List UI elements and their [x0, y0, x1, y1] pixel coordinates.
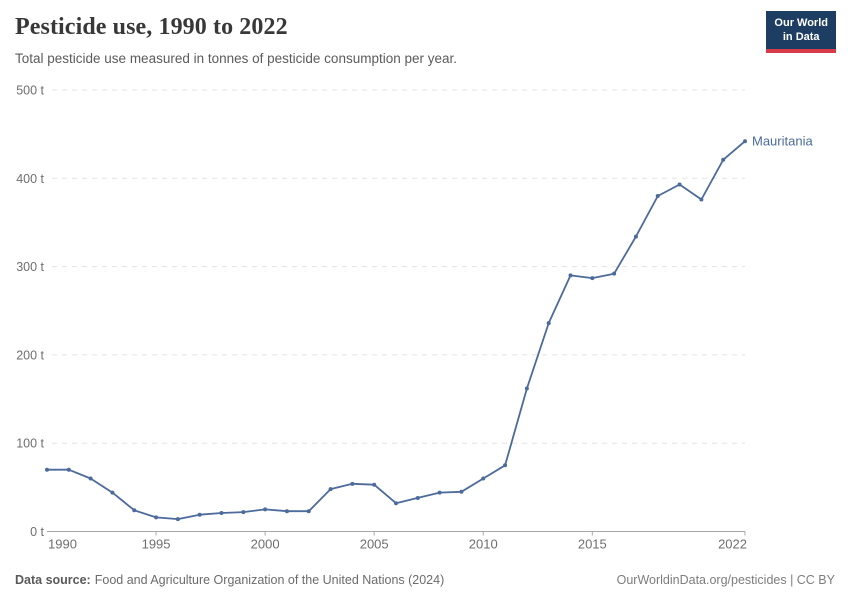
data-point-marker[interactable] [372, 482, 377, 487]
data-point-marker[interactable] [241, 510, 246, 515]
data-point-marker[interactable] [66, 467, 71, 472]
data-point-marker[interactable] [175, 517, 180, 522]
data-point-marker[interactable] [154, 515, 159, 520]
data-source-label: Data source: [15, 573, 91, 587]
data-point-marker[interactable] [677, 182, 682, 187]
data-point-marker[interactable] [88, 476, 93, 481]
y-axis-tick-label: 100 t [16, 437, 44, 451]
y-axis-tick-label: 0 t [30, 525, 44, 539]
data-point-marker[interactable] [655, 193, 660, 198]
data-point-marker[interactable] [568, 273, 573, 278]
x-axis-tick-label: 2015 [578, 537, 607, 552]
line-chart-canvas: 0 t 100 t 200 t 300 t 400 t 500 t 1990 1995 2000… [16, 84, 813, 552]
data-point-marker[interactable] [45, 467, 49, 472]
data-source-note: Data source: Food and Agriculture Organiz… [15, 573, 444, 587]
series-end-label[interactable]: Mauritania [752, 134, 813, 149]
data-point-marker[interactable] [503, 463, 508, 468]
data-point-marker[interactable] [743, 139, 747, 144]
x-axis-tick-label: 1995 [142, 537, 171, 552]
owid-logo-line1: Our World [774, 17, 828, 29]
chart-subtitle: Total pesticide use measured in tonnes o… [15, 50, 458, 66]
x-axis-tick-label: 2000 [251, 537, 280, 552]
x-axis-tick-label: 2010 [469, 537, 498, 552]
x-axis-tick-label: 2022 [718, 537, 747, 552]
footer: Data source: Food and Agriculture Organiz… [15, 573, 835, 587]
data-point-marker[interactable] [612, 271, 617, 276]
data-point-marker[interactable] [110, 490, 115, 495]
chart-header: Pesticide use, 1990 to 2022 Total pestic… [15, 14, 835, 66]
owid-logo-line2: in Data [782, 31, 820, 44]
data-point-marker[interactable] [437, 490, 442, 495]
data-point-marker[interactable] [350, 481, 355, 486]
owid-logo: Our World in Data [766, 11, 836, 53]
data-point-marker[interactable] [481, 476, 486, 481]
data-point-marker[interactable] [590, 276, 595, 281]
data-source-text: Food and Agriculture Organization of the… [94, 573, 445, 587]
y-axis-tick-label: 200 t [16, 348, 44, 362]
page-title: Pesticide use, 1990 to 2022 [15, 14, 288, 40]
data-point-marker[interactable] [415, 495, 420, 500]
data-point-marker[interactable] [394, 501, 398, 506]
data-point-marker[interactable] [546, 321, 551, 326]
data-point-marker[interactable] [459, 489, 464, 494]
attribution-link[interactable]: OurWorldinData.org/pesticides | CC BY [616, 573, 835, 587]
series-line[interactable] [46, 140, 746, 520]
x-axis-tick-label: 1990 [48, 537, 77, 552]
x-axis-tick-label: 2005 [360, 537, 389, 552]
data-point-marker[interactable] [633, 234, 638, 239]
y-axis-tick-label: 500 t [16, 84, 44, 98]
data-point-marker[interactable] [132, 508, 137, 513]
data-point-marker[interactable] [699, 197, 704, 202]
data-point-marker[interactable] [721, 157, 726, 162]
data-point-marker[interactable] [263, 507, 268, 512]
data-point-marker[interactable] [219, 510, 224, 515]
data-point-marker[interactable] [197, 512, 202, 517]
data-point-marker[interactable] [306, 509, 311, 514]
data-point-marker[interactable] [328, 487, 333, 492]
y-axis-tick-label: 300 t [16, 260, 44, 274]
data-point-marker[interactable] [284, 509, 289, 514]
y-axis-tick-label: 400 t [16, 172, 44, 186]
data-point-marker[interactable] [524, 386, 529, 391]
